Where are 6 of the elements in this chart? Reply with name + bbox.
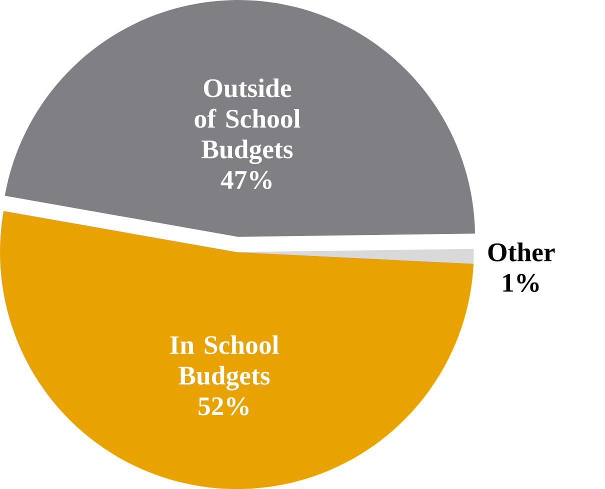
slice-label: In School Budgets (170, 335, 279, 390)
slice-label: Outside of School Budgets (194, 78, 300, 164)
data-label: 1% (503, 274, 539, 292)
slice-label: Other (488, 242, 555, 262)
data-label: 52% (198, 397, 248, 416)
data-label: 47% (220, 170, 272, 190)
